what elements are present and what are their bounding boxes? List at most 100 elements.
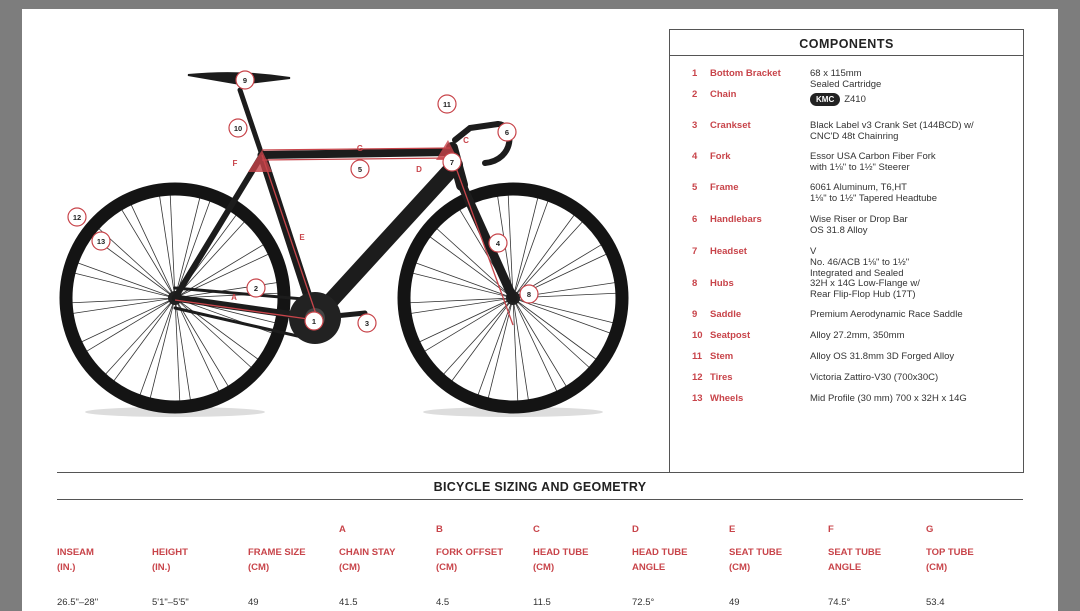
- divider: [57, 472, 1023, 473]
- spoke: [512, 297, 529, 400]
- component-value: V No. 46/ACB 1⅛" to 1½" Integrated and S…: [810, 246, 910, 279]
- callout-3: 3: [357, 313, 377, 333]
- callout-12: 12: [67, 207, 87, 227]
- spoke: [512, 297, 611, 334]
- column-value: 41.5: [339, 597, 358, 608]
- spoke: [174, 197, 201, 299]
- svg-text:8: 8: [527, 290, 531, 299]
- spoke: [113, 297, 176, 382]
- geometry-letter-A: A: [231, 293, 237, 302]
- components-title: COMPONENTS: [799, 37, 894, 51]
- svg-text:11: 11: [443, 100, 451, 109]
- component-name: Fork: [710, 151, 731, 162]
- column-unit: ANGLE: [828, 562, 862, 573]
- component-number: 3: [692, 120, 698, 131]
- column-header: HEAD TUBE: [632, 547, 688, 558]
- geometry-letter-G: G: [357, 144, 363, 153]
- column-header: TOP TUBE: [926, 547, 974, 558]
- component-name: Saddle: [710, 309, 742, 320]
- component-value: Alloy 27.2mm, 350mm: [810, 330, 905, 341]
- callout-7: 7: [442, 152, 462, 172]
- spoke: [159, 196, 176, 299]
- column-header: HEIGHT: [152, 547, 188, 558]
- spoke: [169, 195, 176, 299]
- component-value: 68 x 115mm Sealed Cartridge: [810, 68, 882, 90]
- column-unit: (CM): [436, 562, 458, 573]
- geometry-letter-C: C: [463, 136, 469, 145]
- spoke: [149, 297, 176, 399]
- callout-10: 10: [228, 118, 248, 138]
- column-value: 49: [248, 597, 259, 608]
- component-number: 9: [692, 309, 698, 320]
- spoke: [512, 197, 539, 299]
- spoke: [174, 297, 229, 387]
- component-number: 12: [692, 372, 703, 383]
- svg-text:9: 9: [243, 76, 247, 85]
- column-value: 72.5°: [632, 597, 655, 608]
- spoke: [507, 195, 514, 299]
- component-number: 6: [692, 214, 698, 225]
- column-header: CHAIN STAY: [339, 547, 396, 558]
- component-name: Chain: [710, 89, 737, 100]
- column-value: 74.5°: [828, 597, 851, 608]
- spoke: [174, 297, 181, 401]
- column-header: INSEAM: [57, 547, 94, 558]
- tire: [397, 182, 629, 414]
- component-value: 32H x 14G Low-Flange w/ Rear Flip-Flop H…: [810, 278, 920, 300]
- column-header: HEAD TUBE: [533, 547, 589, 558]
- spoke: [451, 297, 514, 382]
- spoke: [174, 200, 211, 299]
- component-name: Seatpost: [710, 330, 751, 341]
- spoke: [86, 297, 176, 352]
- column-letter: G: [926, 524, 934, 535]
- column-unit: (CM): [533, 562, 555, 573]
- column-letter: C: [533, 524, 540, 535]
- callout-6: 6: [497, 122, 517, 142]
- component-name: Hubs: [710, 278, 734, 289]
- spoke: [74, 272, 176, 299]
- front-wheel: [397, 182, 629, 414]
- spoke: [411, 297, 514, 314]
- column-unit: (CM): [926, 562, 948, 573]
- spoke: [512, 297, 519, 401]
- svg-text:12: 12: [73, 213, 81, 222]
- column-value: 26.5"–28": [57, 597, 99, 608]
- column-header: FORK OFFSET: [436, 547, 504, 558]
- component-value: Wise Riser or Drop Bar OS 31.8 Alloy: [810, 214, 908, 236]
- column-header: SEAT TUBE: [828, 547, 882, 558]
- spoke: [174, 297, 259, 360]
- column-value: 5'1"–5'5": [152, 597, 189, 608]
- column-unit: (CM): [248, 562, 270, 573]
- column-unit: (IN.): [152, 562, 171, 573]
- component-value: 6061 Aluminum, T6,HT 1⅛" to 1½" Tapered …: [810, 182, 937, 204]
- spoke: [436, 228, 514, 299]
- column-header: SEAT TUBE: [729, 547, 783, 558]
- column-unit: (IN.): [57, 562, 76, 573]
- component-number: 8: [692, 278, 698, 289]
- spoke: [77, 262, 176, 299]
- callout-9: 9: [235, 70, 255, 90]
- column-unit: (CM): [729, 562, 751, 573]
- component-number: 10: [692, 330, 703, 341]
- spoke: [512, 200, 549, 299]
- components-panel: COMPONENTS 1 Bottom Bracket 68 x 115mm Sea…: [669, 29, 1024, 473]
- spoke: [174, 297, 191, 400]
- svg-text:7: 7: [450, 158, 454, 167]
- component-number: 7: [692, 246, 698, 257]
- callout-8: 8: [519, 284, 539, 304]
- divider: [57, 499, 1023, 500]
- callout-5: 5: [350, 159, 370, 179]
- spoke: [419, 297, 514, 343]
- component-number: 5: [692, 182, 698, 193]
- column-header: FRAME SIZE: [248, 547, 306, 558]
- component-number: 11: [692, 351, 703, 362]
- component-name: Stem: [710, 351, 734, 362]
- spoke: [174, 297, 220, 392]
- spoke: [512, 297, 567, 387]
- spoke: [424, 297, 514, 352]
- column-value: 53.4: [926, 597, 945, 608]
- component-value: Black Label v3 Crank Set (144BCD) w/ CNC…: [810, 120, 974, 142]
- column-value: 4.5: [436, 597, 450, 608]
- svg-text:1: 1: [312, 317, 316, 326]
